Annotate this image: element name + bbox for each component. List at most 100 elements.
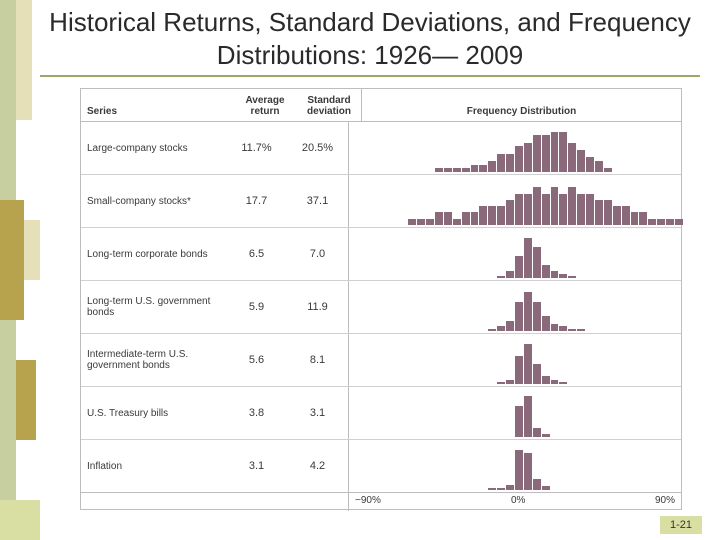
histogram-bar [622,206,630,225]
histogram-bar [515,146,523,172]
histogram-bar [515,356,523,384]
histogram-bar [435,168,443,172]
histogram-bar [533,247,541,278]
x-axis: −90% 0% 90% [81,493,681,511]
avg-return-value: 3.8 [226,387,287,439]
histogram-bar [515,406,523,437]
histogram-bar [506,200,514,225]
histogram-cell [349,122,681,174]
histogram-bar [559,132,567,172]
histogram [355,285,675,331]
table-row: Small-company stocks*17.737.1 [81,175,681,228]
deco-block [24,220,40,280]
histogram-bar [657,219,665,225]
histogram-bar [524,344,532,384]
avg-return-value: 17.7 [226,175,287,227]
std-dev-value: 7.0 [287,228,349,280]
histogram-bar [497,206,505,225]
histogram-bar [533,187,541,225]
histogram-bar [462,168,470,172]
deco-block [0,200,24,320]
histogram-bar [497,276,505,278]
histogram-bar [524,396,532,437]
histogram-bar [497,488,505,490]
page-number-badge: 1-21 [660,516,702,534]
histogram [355,444,675,490]
deco-block [16,0,32,120]
histogram-bar [453,168,461,172]
histogram [355,179,675,225]
histogram-bar [506,485,514,491]
series-label: Inflation [81,440,226,492]
histogram-bar [675,219,683,225]
avg-return-value: 11.7% [226,122,287,174]
histogram-bar [524,292,532,331]
histogram-bar [604,200,612,225]
histogram-bar [631,212,639,225]
histogram-bar [417,219,425,225]
histogram-bar [648,219,656,225]
histogram-bar [666,219,674,225]
histogram-bar [533,364,541,384]
table-row: Intermediate-term U.S. government bonds5… [81,334,681,387]
histogram-bar [551,324,559,331]
series-label: U.S. Treasury bills [81,387,226,439]
histogram-bar [497,154,505,172]
histogram-bar [515,450,523,490]
histogram-cell [349,334,681,386]
histogram-cell [349,387,681,439]
histogram-bar [639,212,647,225]
histogram-cell [349,440,681,492]
histogram-bar [515,256,523,278]
histogram-bar [524,194,532,225]
histogram-bar [471,212,479,225]
histogram-bar [577,194,585,225]
deco-block [0,0,16,200]
histogram-bar [488,206,496,225]
header-dist: Frequency Distribution [362,89,681,121]
histogram-bar [488,329,496,331]
histogram-bar [568,143,576,172]
table-row: U.S. Treasury bills3.83.1 [81,387,681,440]
table-header-row: Series Average return Standard deviation… [81,89,681,122]
histogram-bar [444,212,452,225]
std-dev-value: 37.1 [287,175,349,227]
histogram-bar [542,376,550,384]
histogram-bar [551,132,559,172]
histogram-bar [408,219,416,225]
x-axis-labels: −90% 0% 90% [355,495,675,509]
histogram-bar [506,271,514,278]
histogram-bar [488,161,496,172]
histogram-bar [497,326,505,331]
header-series: Series [81,89,233,121]
axis-min: −90% [355,495,381,506]
avg-return-value: 3.1 [226,440,287,492]
histogram-bar [506,321,514,331]
std-dev-value: 11.9 [287,281,349,333]
histogram-bar [568,187,576,225]
histogram-bar [595,161,603,172]
histogram-bar [471,165,479,172]
avg-return-value: 5.9 [226,281,287,333]
table-row: Long-term corporate bonds6.57.0 [81,228,681,281]
header-std: Standard deviation [297,89,362,121]
histogram-bar [542,135,550,172]
deco-block [16,360,36,440]
histogram-bar [613,206,621,225]
histogram-bar [559,194,567,225]
page-title: Historical Returns, Standard Deviations,… [40,6,700,77]
histogram-bar [453,219,461,225]
histogram-bar [435,212,443,225]
series-label: Long-term U.S. government bonds [81,281,226,333]
histogram-bar [444,168,452,172]
histogram-bar [559,274,567,278]
histogram [355,126,675,172]
histogram-bar [524,143,532,172]
histogram-bar [568,276,576,278]
histogram-bar [577,329,585,331]
histogram-bar [542,265,550,278]
avg-return-value: 6.5 [226,228,287,280]
table-row: Inflation3.14.2 [81,440,681,493]
series-label: Intermediate-term U.S. government bonds [81,334,226,386]
deco-block [0,500,40,540]
